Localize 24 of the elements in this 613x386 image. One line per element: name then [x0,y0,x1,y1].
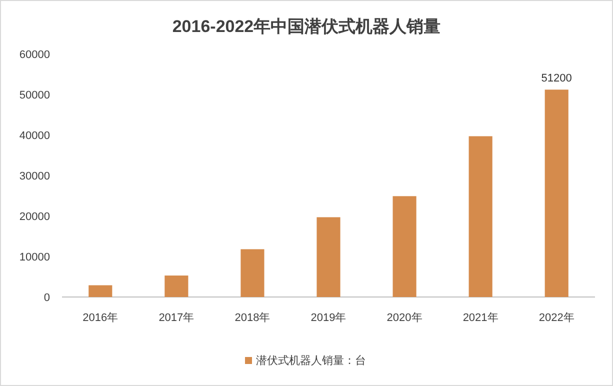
y-tick-label: 30000 [19,170,50,182]
bar [392,196,416,297]
data-label: 51200 [541,72,572,85]
x-tick-label: 2019年 [310,312,346,324]
bar [88,285,112,297]
bar [316,217,340,297]
y-tick-label: 0 [44,292,50,304]
bar [164,276,188,297]
y-tick-label: 60000 [19,49,50,61]
legend-label: 潜伏式机器人销量：台 [256,354,366,367]
x-tick-label: 2018年 [234,312,270,324]
chart-title: 2016-2022年中国潜伏式机器人销量 [172,17,441,36]
y-tick-label: 20000 [19,211,50,223]
y-tick-label: 10000 [19,252,50,264]
x-tick-label: 2016年 [82,312,118,324]
y-tick-label: 40000 [19,130,50,142]
x-tick-label: 2017年 [158,312,194,324]
bar [544,90,568,297]
bar [468,136,492,297]
x-tick-label: 2022年 [538,312,574,324]
x-tick-label: 2020年 [386,312,422,324]
bar [240,249,264,297]
y-tick-label: 50000 [19,90,50,102]
x-tick-label: 2021年 [462,312,498,324]
